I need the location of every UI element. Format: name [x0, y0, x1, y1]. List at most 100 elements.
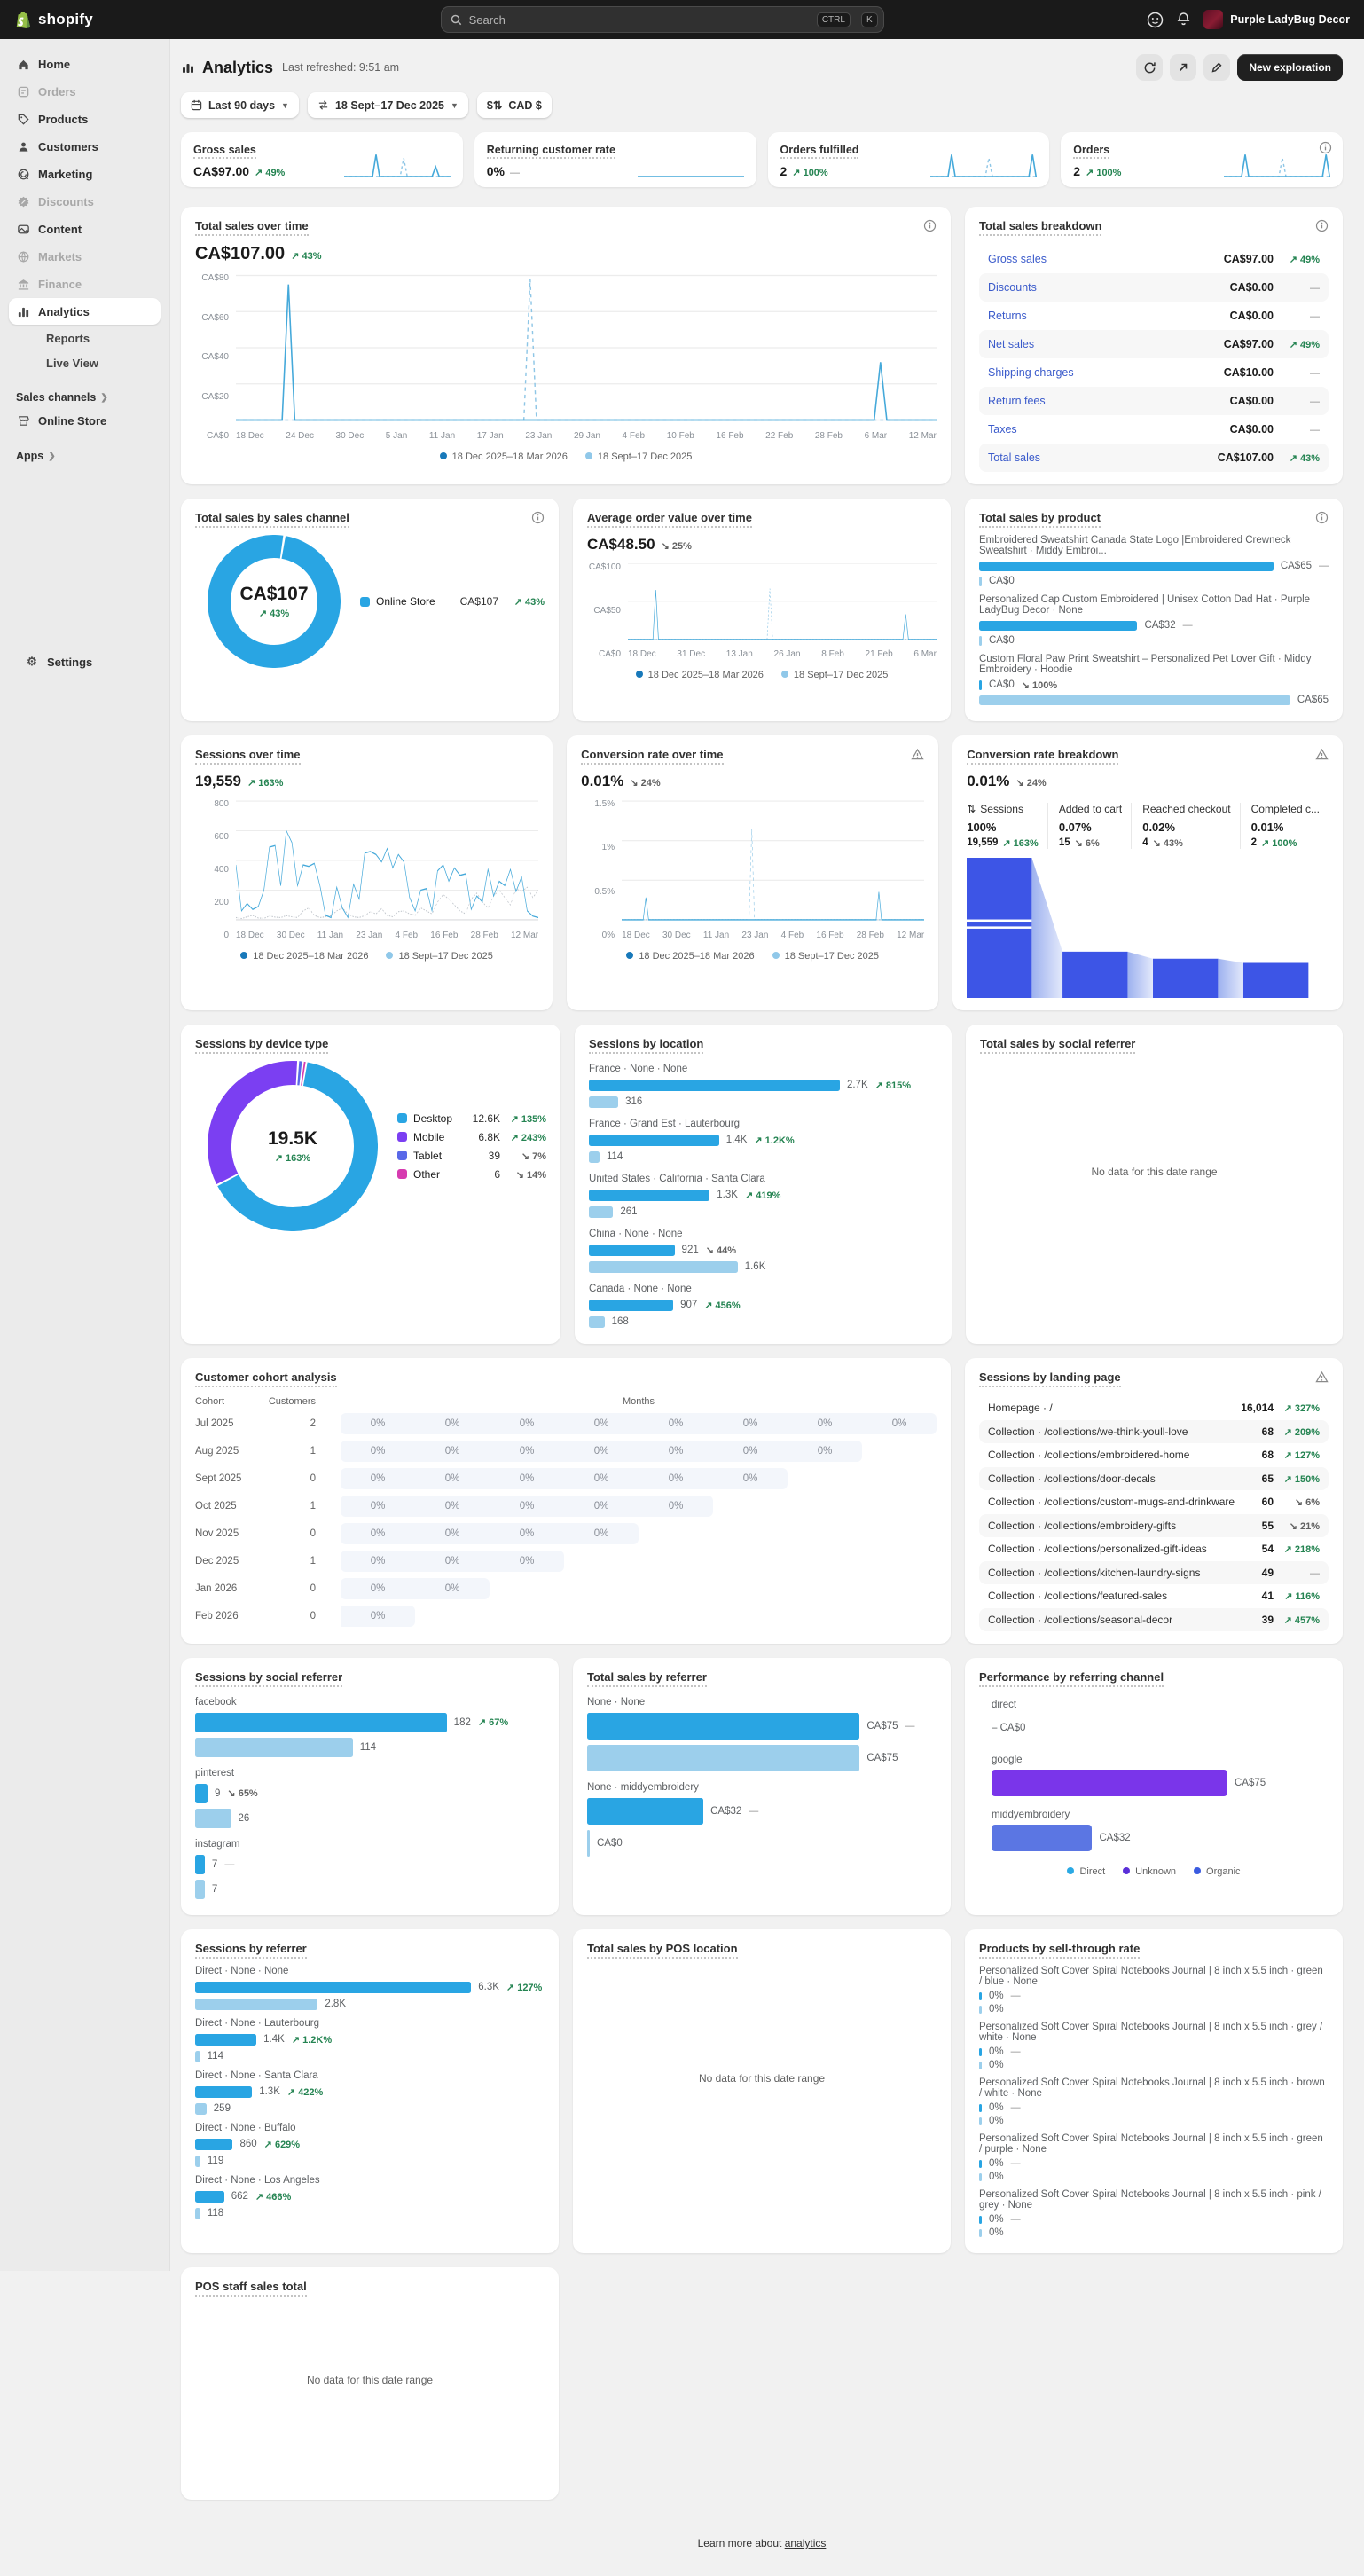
table-row[interactable]: Net sales CA$97.00 ↗ 49%: [979, 330, 1329, 358]
kpi-label[interactable]: Gross sales: [193, 144, 256, 159]
expand-button[interactable]: [1170, 54, 1197, 81]
previous-bar[interactable]: [195, 1879, 205, 1899]
cohort-cell[interactable]: 0%: [341, 1606, 415, 1627]
cohort-cell[interactable]: 0%: [341, 1413, 415, 1434]
cohort-cell[interactable]: 0%: [490, 1413, 564, 1434]
cohort-cell[interactable]: 0%: [341, 1523, 415, 1544]
sidebar-item-settings[interactable]: ⚙ Settings: [18, 648, 152, 675]
warning-icon[interactable]: [911, 748, 924, 761]
notifications-bell-icon[interactable]: [1176, 12, 1191, 27]
edit-button[interactable]: [1203, 54, 1231, 81]
sidekick-icon[interactable]: [1147, 12, 1164, 28]
compare-range-button[interactable]: 18 Sept–17 Dec 2025 ▼: [307, 92, 468, 118]
table-row[interactable]: Returns CA$0.00 —: [979, 302, 1329, 330]
row-label[interactable]: Taxes: [988, 423, 1017, 436]
sidebar-item-content[interactable]: Content: [9, 216, 161, 242]
card-title[interactable]: Sessions by referrer: [195, 1942, 307, 1959]
previous-bar[interactable]: [589, 1261, 738, 1273]
sidebar-sales-channels[interactable]: Sales channels ❯: [16, 391, 153, 404]
kpi-label[interactable]: Orders: [1073, 144, 1110, 159]
sidebar-item-reports[interactable]: Reports: [46, 331, 90, 345]
card-title[interactable]: Total sales by referrer: [587, 1670, 707, 1687]
previous-bar[interactable]: [979, 635, 982, 646]
kpi-card-orders-fulfilled[interactable]: Orders fulfilled 2 ↗ 100%: [767, 132, 1050, 187]
table-row[interactable]: Gross sales CA$97.00 ↗ 49%: [979, 245, 1329, 273]
warning-icon[interactable]: [1315, 1370, 1329, 1384]
table-row[interactable]: Shipping charges CA$10.00 —: [979, 358, 1329, 387]
sidebar-item-online-store[interactable]: Online Store: [9, 407, 161, 434]
info-icon[interactable]: [1315, 511, 1329, 524]
previous-bar[interactable]: [979, 2061, 982, 2069]
refresh-button[interactable]: [1136, 54, 1164, 81]
cohort-cell[interactable]: 0%: [639, 1441, 713, 1462]
current-bar[interactable]: [195, 1981, 472, 1993]
cohort-cell[interactable]: 0%: [490, 1496, 564, 1517]
sidebar-item-finance[interactable]: Finance: [9, 271, 161, 297]
cohort-cell[interactable]: 0%: [415, 1441, 490, 1462]
sidebar-item-home[interactable]: Home: [9, 51, 161, 77]
cohort-cell[interactable]: 0%: [788, 1441, 862, 1462]
previous-bar[interactable]: [587, 1829, 590, 1857]
card-title[interactable]: Conversion rate over time: [581, 748, 724, 765]
info-icon[interactable]: [531, 511, 545, 524]
card-title[interactable]: POS staff sales total: [195, 2280, 307, 2297]
row-label[interactable]: Returns: [988, 310, 1027, 322]
row-label[interactable]: Shipping charges: [988, 366, 1074, 379]
row-label[interactable]: Discounts: [988, 281, 1037, 294]
cohort-cell[interactable]: 0%: [415, 1468, 490, 1489]
sidebar-item-products[interactable]: Products: [9, 106, 161, 132]
card-title[interactable]: Sessions over time: [195, 748, 301, 765]
cohort-cell[interactable]: 0%: [415, 1551, 490, 1572]
cohort-cell[interactable]: 0%: [341, 1496, 415, 1517]
table-row[interactable]: Taxes CA$0.00 —: [979, 415, 1329, 444]
current-bar[interactable]: [195, 2085, 253, 2098]
card-title[interactable]: Total sales by POS location: [587, 1942, 738, 1959]
store-menu[interactable]: Purple LadyBug Decor: [1203, 10, 1350, 29]
previous-bar[interactable]: [195, 2050, 200, 2062]
cohort-cell[interactable]: 0%: [490, 1551, 564, 1572]
previous-bar[interactable]: [587, 1744, 860, 1771]
current-bar[interactable]: [195, 1783, 208, 1803]
cohort-cell[interactable]: 0%: [564, 1441, 639, 1462]
cohort-cell[interactable]: 0%: [341, 1468, 415, 1489]
card-title[interactable]: Sessions by social referrer: [195, 1670, 343, 1687]
previous-bar[interactable]: [195, 2155, 200, 2167]
card-title[interactable]: Total sales by sales channel: [195, 511, 349, 528]
row-label[interactable]: Net sales: [988, 338, 1035, 350]
card-title[interactable]: Average order value over time: [587, 511, 752, 528]
info-icon[interactable]: [923, 219, 937, 232]
card-title[interactable]: Total sales by product: [979, 511, 1101, 528]
sidebar-apps[interactable]: Apps ❯: [16, 450, 153, 462]
table-row[interactable]: Discounts CA$0.00 —: [979, 273, 1329, 302]
cohort-cell[interactable]: 0%: [639, 1413, 713, 1434]
current-bar[interactable]: [587, 1797, 704, 1825]
cohort-cell[interactable]: 0%: [713, 1441, 788, 1462]
current-bar[interactable]: [195, 1854, 205, 1874]
cohort-cell[interactable]: 0%: [415, 1578, 490, 1599]
cohort-cell[interactable]: 0%: [862, 1413, 937, 1434]
current-bar[interactable]: [589, 1134, 719, 1146]
kpi-label[interactable]: Orders fulfilled: [780, 144, 859, 159]
kpi-card-gross-sales[interactable]: Gross sales CA$97.00 ↗ 49%: [181, 132, 463, 187]
shopify-logo[interactable]: shopify: [0, 10, 177, 29]
current-bar[interactable]: [979, 620, 1138, 631]
card-title[interactable]: Customer cohort analysis: [195, 1370, 337, 1387]
cohort-cell[interactable]: 0%: [713, 1413, 788, 1434]
card-title[interactable]: Conversion rate breakdown: [967, 748, 1119, 765]
current-bar[interactable]: [979, 1991, 982, 2000]
cohort-cell[interactable]: 0%: [564, 1468, 639, 1489]
channel-bar[interactable]: [992, 1770, 1227, 1796]
current-bar[interactable]: [979, 2159, 982, 2168]
previous-bar[interactable]: [195, 2207, 200, 2219]
date-range-button[interactable]: Last 90 days ▼: [181, 92, 299, 118]
previous-bar[interactable]: [195, 1998, 318, 2010]
current-bar[interactable]: [589, 1299, 674, 1311]
info-icon[interactable]: [1315, 219, 1329, 232]
sidebar-item-analytics[interactable]: Analytics: [9, 298, 161, 325]
new-exploration-button[interactable]: New exploration: [1237, 54, 1343, 81]
row-label[interactable]: Total sales: [988, 452, 1041, 464]
channel-bar[interactable]: [992, 1825, 1093, 1851]
previous-bar[interactable]: [589, 1315, 605, 1328]
sidebar-item-customers[interactable]: Customers: [9, 133, 161, 160]
current-bar[interactable]: [195, 2138, 233, 2150]
